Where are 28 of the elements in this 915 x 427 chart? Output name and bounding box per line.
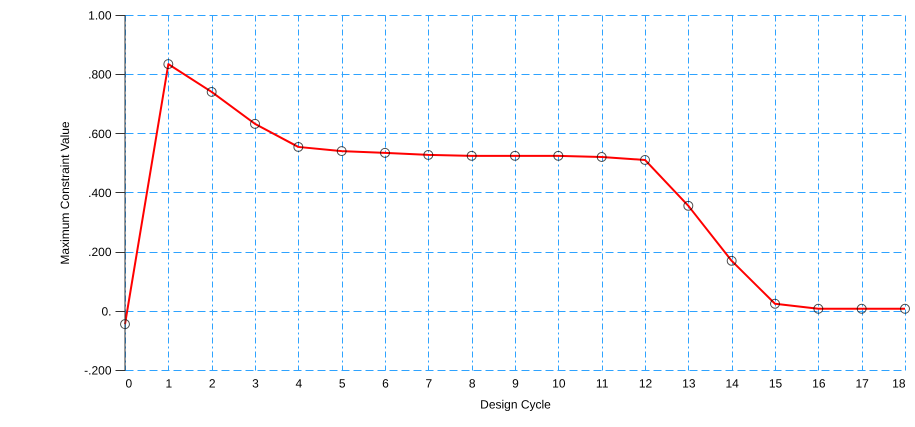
x-tick-label: 4 (295, 376, 302, 390)
x-tick-label: 12 (638, 376, 652, 390)
x-tick-label: 10 (552, 376, 566, 390)
y-tick-label: .600 (88, 126, 112, 141)
y-axis-title: Maximum Constraint Value (58, 121, 72, 265)
x-tick-label: 11 (596, 376, 609, 390)
x-tick-label: 6 (382, 376, 390, 390)
y-tick-label: .200 (88, 245, 112, 260)
x-tick-label: 9 (512, 376, 520, 390)
x-tick-label: 15 (768, 376, 782, 390)
x-tick-label: 14 (725, 376, 740, 390)
y-tick-label: -.200 (84, 364, 112, 378)
y-tick-label: .400 (88, 186, 112, 200)
x-tick-label: 5 (338, 376, 346, 390)
x-tick-label: 17 (855, 376, 870, 390)
x-tick-label: 0 (126, 376, 132, 390)
x-tick-label: 13 (682, 376, 696, 390)
x-tick-label: 8 (468, 376, 476, 390)
x-tick-label: 1 (165, 376, 172, 390)
y-tick-label: 0. (101, 304, 112, 318)
x-tick-label: 3 (252, 376, 260, 390)
y-tick-label: .800 (88, 68, 112, 82)
x-axis-title: Design Cycle (480, 398, 552, 412)
y-tick-label: 1.00 (88, 8, 112, 22)
x-tick-label: 18 (892, 376, 906, 390)
x-tick-label: 16 (812, 376, 826, 390)
x-tick-label: 7 (425, 376, 432, 390)
x-tick-label: 2 (208, 376, 216, 390)
